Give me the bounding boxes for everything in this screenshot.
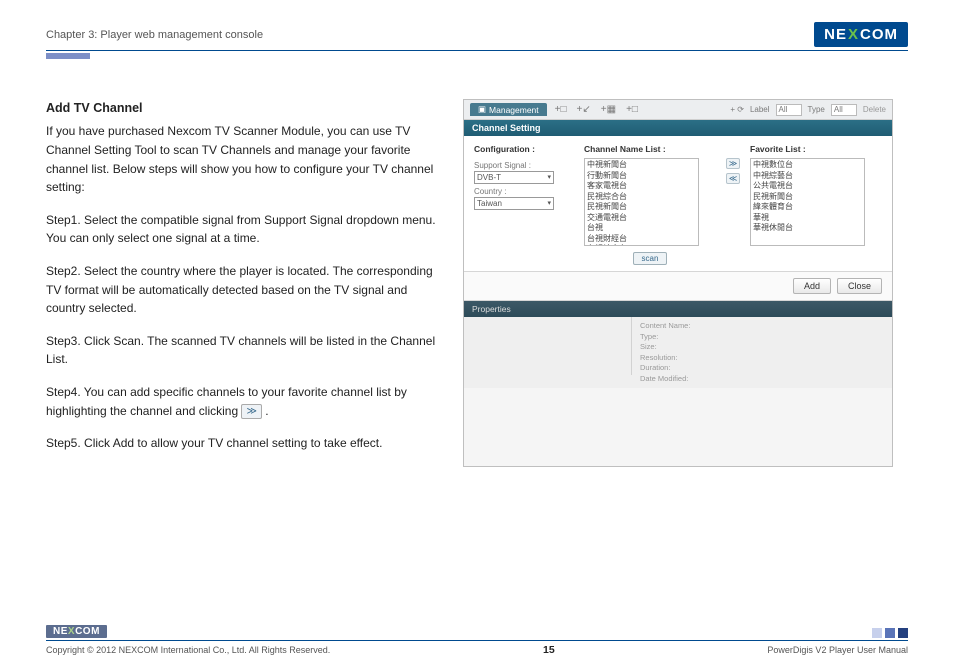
new-doc-icon[interactable]: +□ [555,104,567,115]
favorite-list-head: Favorite List : [750,144,882,154]
nexcom-footer-logo: NEXCOM [46,625,107,638]
section-title: Add TV Channel [46,99,441,118]
list-item[interactable]: 緯來體育台 [753,202,862,213]
scan-button[interactable]: scan [633,252,668,265]
chapter-title: Chapter 3: Player web management console [46,29,263,41]
type-select[interactable]: All [831,104,857,116]
type-caption: Type [808,105,825,114]
prop-row: Resolution: [640,353,884,364]
favorite-listbox[interactable]: 中視數位台 中視綜藝台 公共電視台 民視新聞台 緯來體育台 華視 華視休閒台 [750,158,865,246]
chevron-down-icon: ▾ [547,198,551,209]
header-accent-tab [46,53,90,59]
step-3: Step3. Click Scan. The scanned TV channe… [46,332,441,369]
list-item[interactable]: 華視 [753,213,862,224]
misc-icons[interactable]: + ⟳ [730,105,744,114]
footer-deco-square [885,628,895,638]
list-item[interactable]: 台視財經台 [587,234,696,245]
channel-setting-header: Channel Setting [464,120,892,136]
new-box-icon[interactable]: +□ [626,104,638,115]
move-left-button[interactable]: ≪ [726,173,740,184]
page-number: 15 [543,644,555,656]
add-button[interactable]: Add [793,278,831,294]
footer-deco-square [898,628,908,638]
logo-part: NE [824,26,847,43]
step-1: Step1. Select the compatible signal from… [46,211,441,248]
step-2: Step2. Select the country where the play… [46,262,441,318]
logo-part: COM [860,26,898,43]
configuration-head: Configuration : [474,144,574,154]
list-item[interactable]: 中視新聞台 [587,160,696,171]
signal-label: Support Signal : [474,161,574,170]
list-item[interactable]: 客家電視台 [587,181,696,192]
screenshot-panel: ▣ Management +□ +↙ +▦ +□ + ⟳ Label All T… [463,99,893,467]
management-label: Management [489,105,539,115]
channel-listbox[interactable]: 中視新聞台 行動新聞台 客家電視台 民視綜合台 民視新聞台 交通電視台 台視 台… [584,158,699,246]
folder-icon: ▣ [478,104,486,115]
prop-row: Type: [640,332,884,343]
nexcom-logo: NEXCOM [814,22,908,47]
list-item[interactable]: 中視綜藝台 [753,171,862,182]
signal-select[interactable]: DVB-T ▾ [474,171,554,184]
list-item[interactable]: 民視新聞台 [587,202,696,213]
app-toolbar: ▣ Management +□ +↙ +▦ +□ + ⟳ Label All T… [464,100,892,120]
prop-row: Duration: [640,363,884,374]
country-select[interactable]: Taiwan ▾ [474,197,554,210]
prop-row: Date Modified: [640,374,884,385]
list-item[interactable]: 交通電視台 [587,213,696,224]
list-item[interactable]: 台視 [587,223,696,234]
delete-link[interactable]: Delete [863,105,886,114]
properties-fields: Content Name: Type: Size: Resolution: Du… [632,317,892,388]
country-label: Country : [474,187,574,196]
channel-list-head: Channel Name List : [584,144,716,154]
copyright-text: Copyright © 2012 NEXCOM International Co… [46,645,330,655]
step-4: Step4. You can add specific channels to … [46,383,441,420]
list-item[interactable]: 行動新聞台 [587,171,696,182]
move-right-button[interactable]: ≫ [726,158,740,169]
label-select[interactable]: All [776,104,802,116]
list-item[interactable]: 台視綜合台 [587,244,696,246]
step-4-tail: . [265,404,268,418]
properties-preview [464,317,632,375]
chevron-down-icon: ▾ [547,172,551,183]
manual-title: PowerDigis V2 Player User Manual [767,645,908,655]
new-link-icon[interactable]: +↙ [577,104,591,115]
country-value: Taiwan [477,198,502,209]
step-4-text: Step4. You can add specific channels to … [46,385,407,418]
management-tab[interactable]: ▣ Management [470,103,547,116]
list-item[interactable]: 民視新聞台 [753,192,862,203]
prop-row: Content Name: [640,321,884,332]
prop-row: Size: [640,342,884,353]
new-grid-icon[interactable]: +▦ [601,104,616,115]
signal-value: DVB-T [477,172,501,183]
move-right-icon: ≫ [241,404,261,419]
properties-header[interactable]: Properties [464,301,892,317]
label-caption: Label [750,105,770,114]
list-item[interactable]: 公共電視台 [753,181,862,192]
logo-x: X [848,26,859,43]
intro-paragraph: If you have purchased Nexcom TV Scanner … [46,122,441,196]
close-button[interactable]: Close [837,278,882,294]
list-item[interactable]: 華視休閒台 [753,223,862,234]
step-5: Step5. Click Add to allow your TV channe… [46,434,441,453]
footer-deco-square [872,628,882,638]
list-item[interactable]: 中視數位台 [753,160,862,171]
list-item[interactable]: 民視綜合台 [587,192,696,203]
